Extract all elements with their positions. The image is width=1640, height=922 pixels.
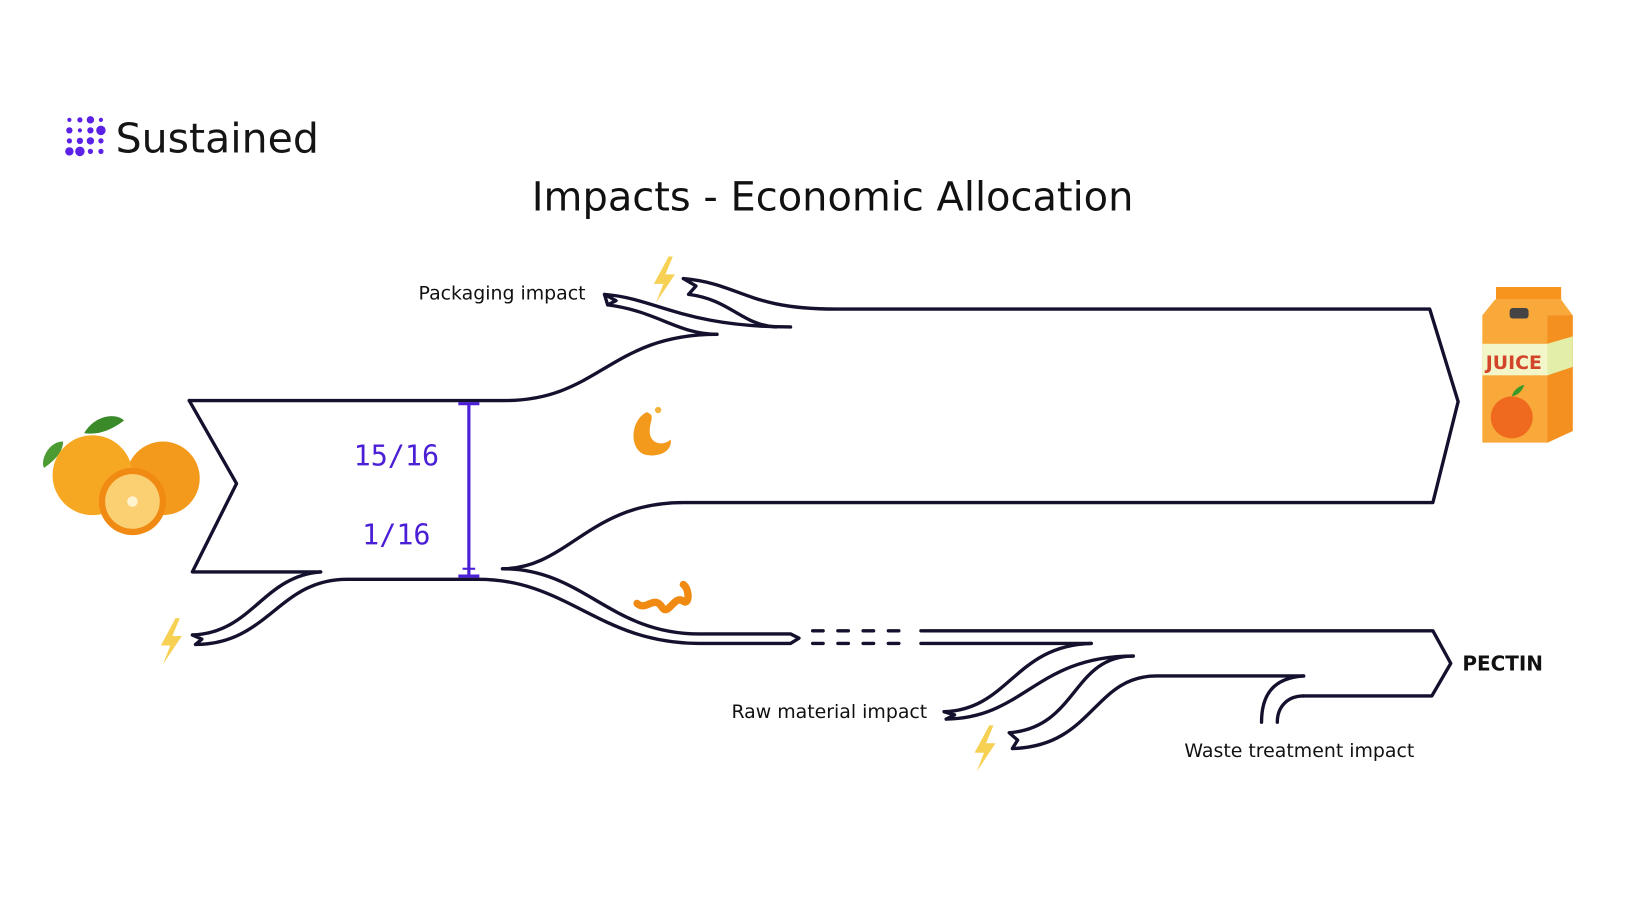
- logo-dot: [77, 117, 83, 123]
- lightning-icon: [653, 256, 675, 303]
- page-title: Impacts - Economic Allocation: [532, 174, 1134, 220]
- logo-dot: [65, 147, 74, 156]
- dashes: [810, 629, 901, 646]
- logo-dot: [66, 138, 73, 144]
- juice-share: 15/16: [354, 440, 439, 473]
- logo-dot: [98, 138, 104, 144]
- logo-dot: [98, 117, 104, 122]
- raw-material-impact-label: Raw material impact: [731, 701, 927, 723]
- orange-peel-icon: [633, 580, 692, 614]
- dot-grid-logo-icon: [65, 116, 106, 157]
- raw-material-ribbon: [942, 641, 1135, 721]
- allocation-measure: [458, 402, 480, 578]
- logo-dot: [98, 148, 104, 155]
- logo-dot: [96, 125, 106, 136]
- pectin-share: 1/16: [362, 519, 430, 552]
- lightning-icon: [160, 618, 182, 665]
- pectin-branch: [476, 567, 801, 646]
- raw-energy-ribbon: [1007, 654, 1306, 751]
- logo-dot: [75, 146, 85, 157]
- juice-carton-text: JUICE: [1484, 352, 1542, 374]
- logo-dot: [87, 127, 94, 134]
- orange-juice-splash-icon: [633, 406, 671, 456]
- brand-name: Sustained: [116, 114, 319, 162]
- logo-dot: [66, 127, 73, 134]
- packaging-energy-ribbon: [500, 276, 1460, 571]
- input-top-line: [187, 332, 719, 403]
- waste-ribbon: [1259, 674, 1306, 724]
- flow-lines: [187, 276, 1460, 751]
- input-energy-ribbon: [190, 570, 481, 647]
- logo-dot: [86, 116, 95, 124]
- input-stream-top: [187, 398, 323, 574]
- logo: Sustained: [65, 114, 319, 162]
- lightning-icon: [974, 725, 996, 772]
- juice-carton-icon: JUICE: [1482, 287, 1573, 443]
- pectin-label: PECTIN: [1462, 652, 1543, 676]
- logo-dot: [67, 117, 72, 122]
- packaging-impact-label: Packaging impact: [419, 283, 586, 305]
- logo-dot: [86, 137, 95, 145]
- logo-dot: [77, 128, 82, 133]
- oranges-icon: [42, 416, 200, 536]
- logo-dot: [87, 148, 94, 155]
- waste-treatment-impact-label: Waste treatment impact: [1184, 740, 1414, 762]
- packaging-ribbon: [602, 292, 793, 337]
- pectin-stream: [919, 629, 1453, 698]
- logo-dot: [76, 137, 84, 145]
